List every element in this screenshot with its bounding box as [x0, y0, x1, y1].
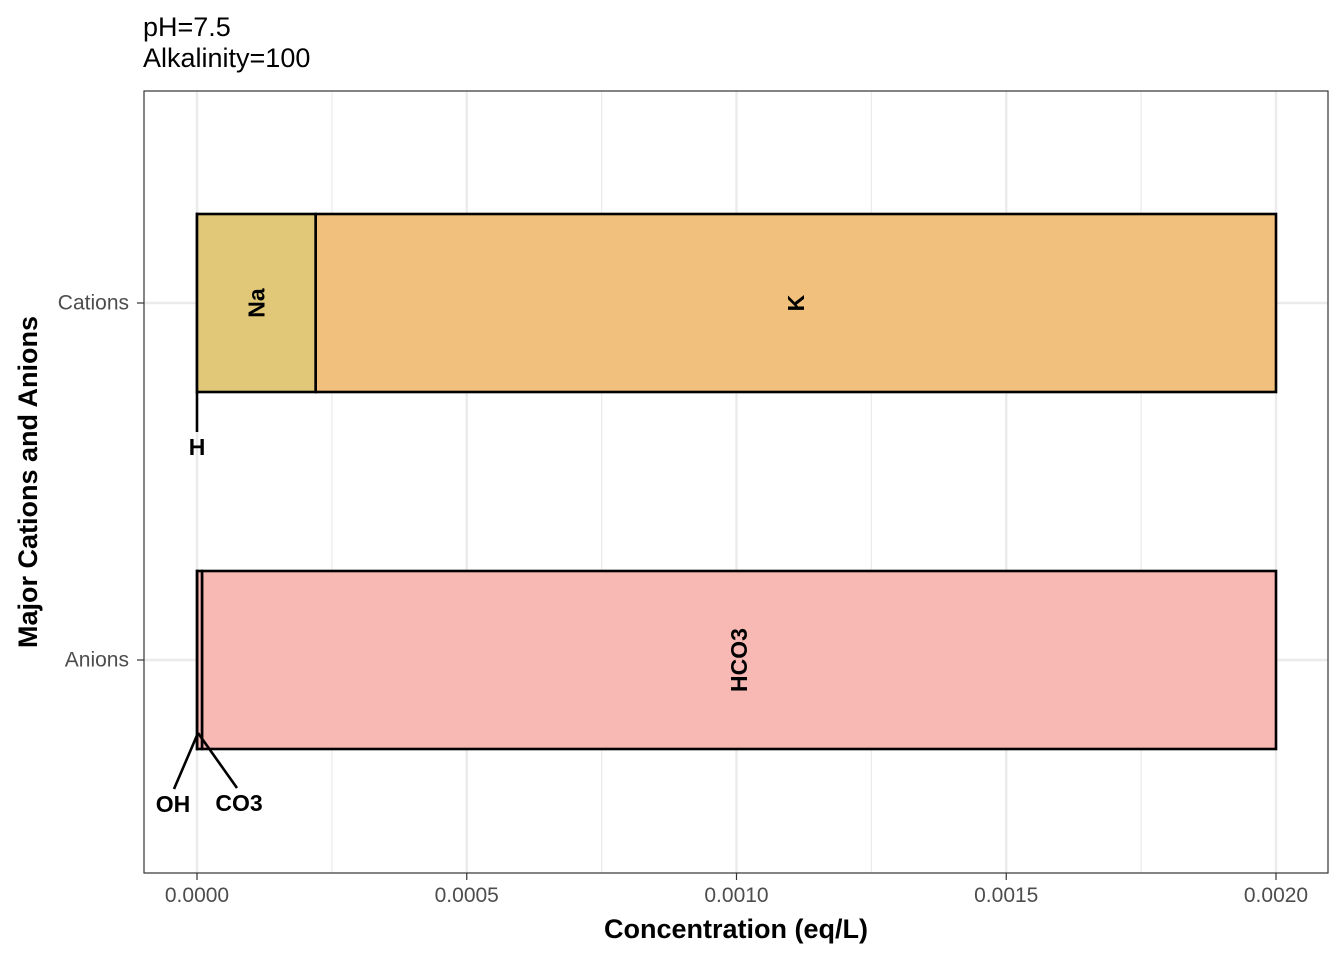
x-tick-label: 0.0015 [974, 884, 1038, 907]
x-tick-label: 0.0010 [704, 884, 768, 907]
subtitle-line-alkalinity: Alkalinity=100 [143, 43, 310, 73]
x-axis-title: Concentration (eq/L) [604, 914, 868, 944]
segment-label-hco3: HCO3 [726, 628, 752, 692]
segment-label-k: K [783, 294, 809, 311]
segment-label-co3: CO3 [215, 790, 262, 816]
segment-label-na: Na [243, 288, 269, 318]
chart-subtitle: pH=7.5 Alkalinity=100 [143, 12, 310, 73]
x-tick-label: 0.0020 [1244, 884, 1308, 907]
segment-label-oh: OH [156, 791, 191, 817]
y-tick-label-anions: Anions [65, 649, 129, 672]
y-tick-label-cations: Cations [58, 292, 129, 315]
x-tick-label: 0.0000 [165, 884, 229, 907]
subtitle-line-ph: pH=7.5 [143, 12, 231, 42]
x-tick-label: 0.0005 [435, 884, 499, 907]
y-axis-title: Major Cations and Anions [13, 316, 43, 648]
segment-label-h: H [189, 434, 206, 460]
